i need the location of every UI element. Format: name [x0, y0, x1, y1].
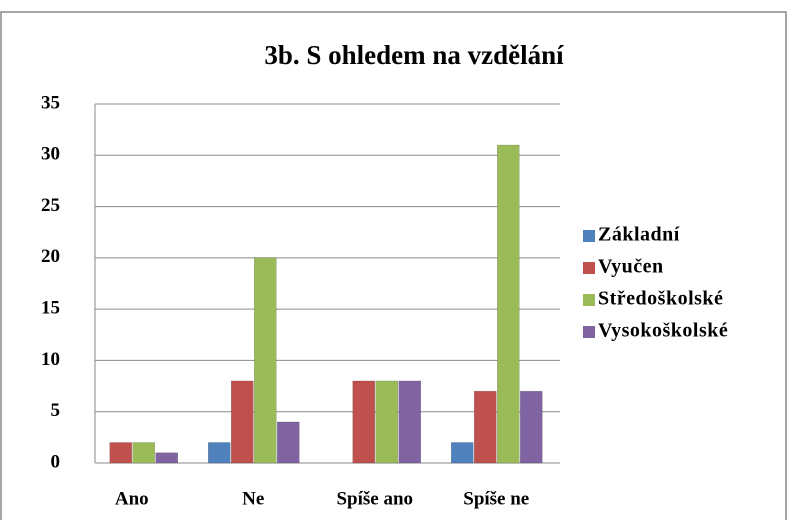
- bar: [231, 380, 254, 464]
- x-tick-label: Spíše ano: [336, 488, 413, 509]
- y-tick-label: 20: [41, 246, 60, 267]
- y-tick-label: 30: [41, 144, 60, 165]
- bar: [277, 421, 300, 464]
- legend-label: Vysokoškolské: [598, 320, 728, 342]
- bar: [520, 390, 543, 464]
- y-tick-label: 15: [41, 298, 60, 319]
- bar: [474, 390, 497, 464]
- x-tick-label: Spíše ne: [463, 488, 529, 509]
- y-tick-label: 25: [41, 195, 60, 216]
- legend-swatch: [583, 326, 595, 338]
- bar: [132, 442, 155, 464]
- legend-label: Středoškolské: [598, 288, 723, 310]
- y-tick-label: 0: [51, 451, 61, 472]
- bar: [375, 380, 398, 464]
- chart-title: 3b. S ohledem na vzdělání: [264, 40, 564, 70]
- bar: [109, 442, 132, 464]
- bar: [497, 144, 520, 464]
- x-tick-label: Ne: [242, 488, 264, 509]
- y-tick-label: 10: [41, 349, 60, 370]
- legend-swatch: [583, 262, 595, 274]
- bar: [398, 380, 421, 464]
- y-tick-label: 35: [41, 92, 60, 113]
- legend-swatch: [583, 294, 595, 306]
- bar: [451, 442, 474, 464]
- legend-label: Základní: [598, 224, 680, 246]
- bar: [155, 452, 178, 464]
- bar: [254, 257, 277, 464]
- legend-swatch: [583, 230, 595, 242]
- y-tick-label: 5: [51, 400, 61, 421]
- bar: [352, 380, 375, 464]
- bar: [208, 442, 231, 464]
- x-tick-label: Ano: [115, 488, 149, 509]
- legend-label: Vyučen: [598, 256, 664, 278]
